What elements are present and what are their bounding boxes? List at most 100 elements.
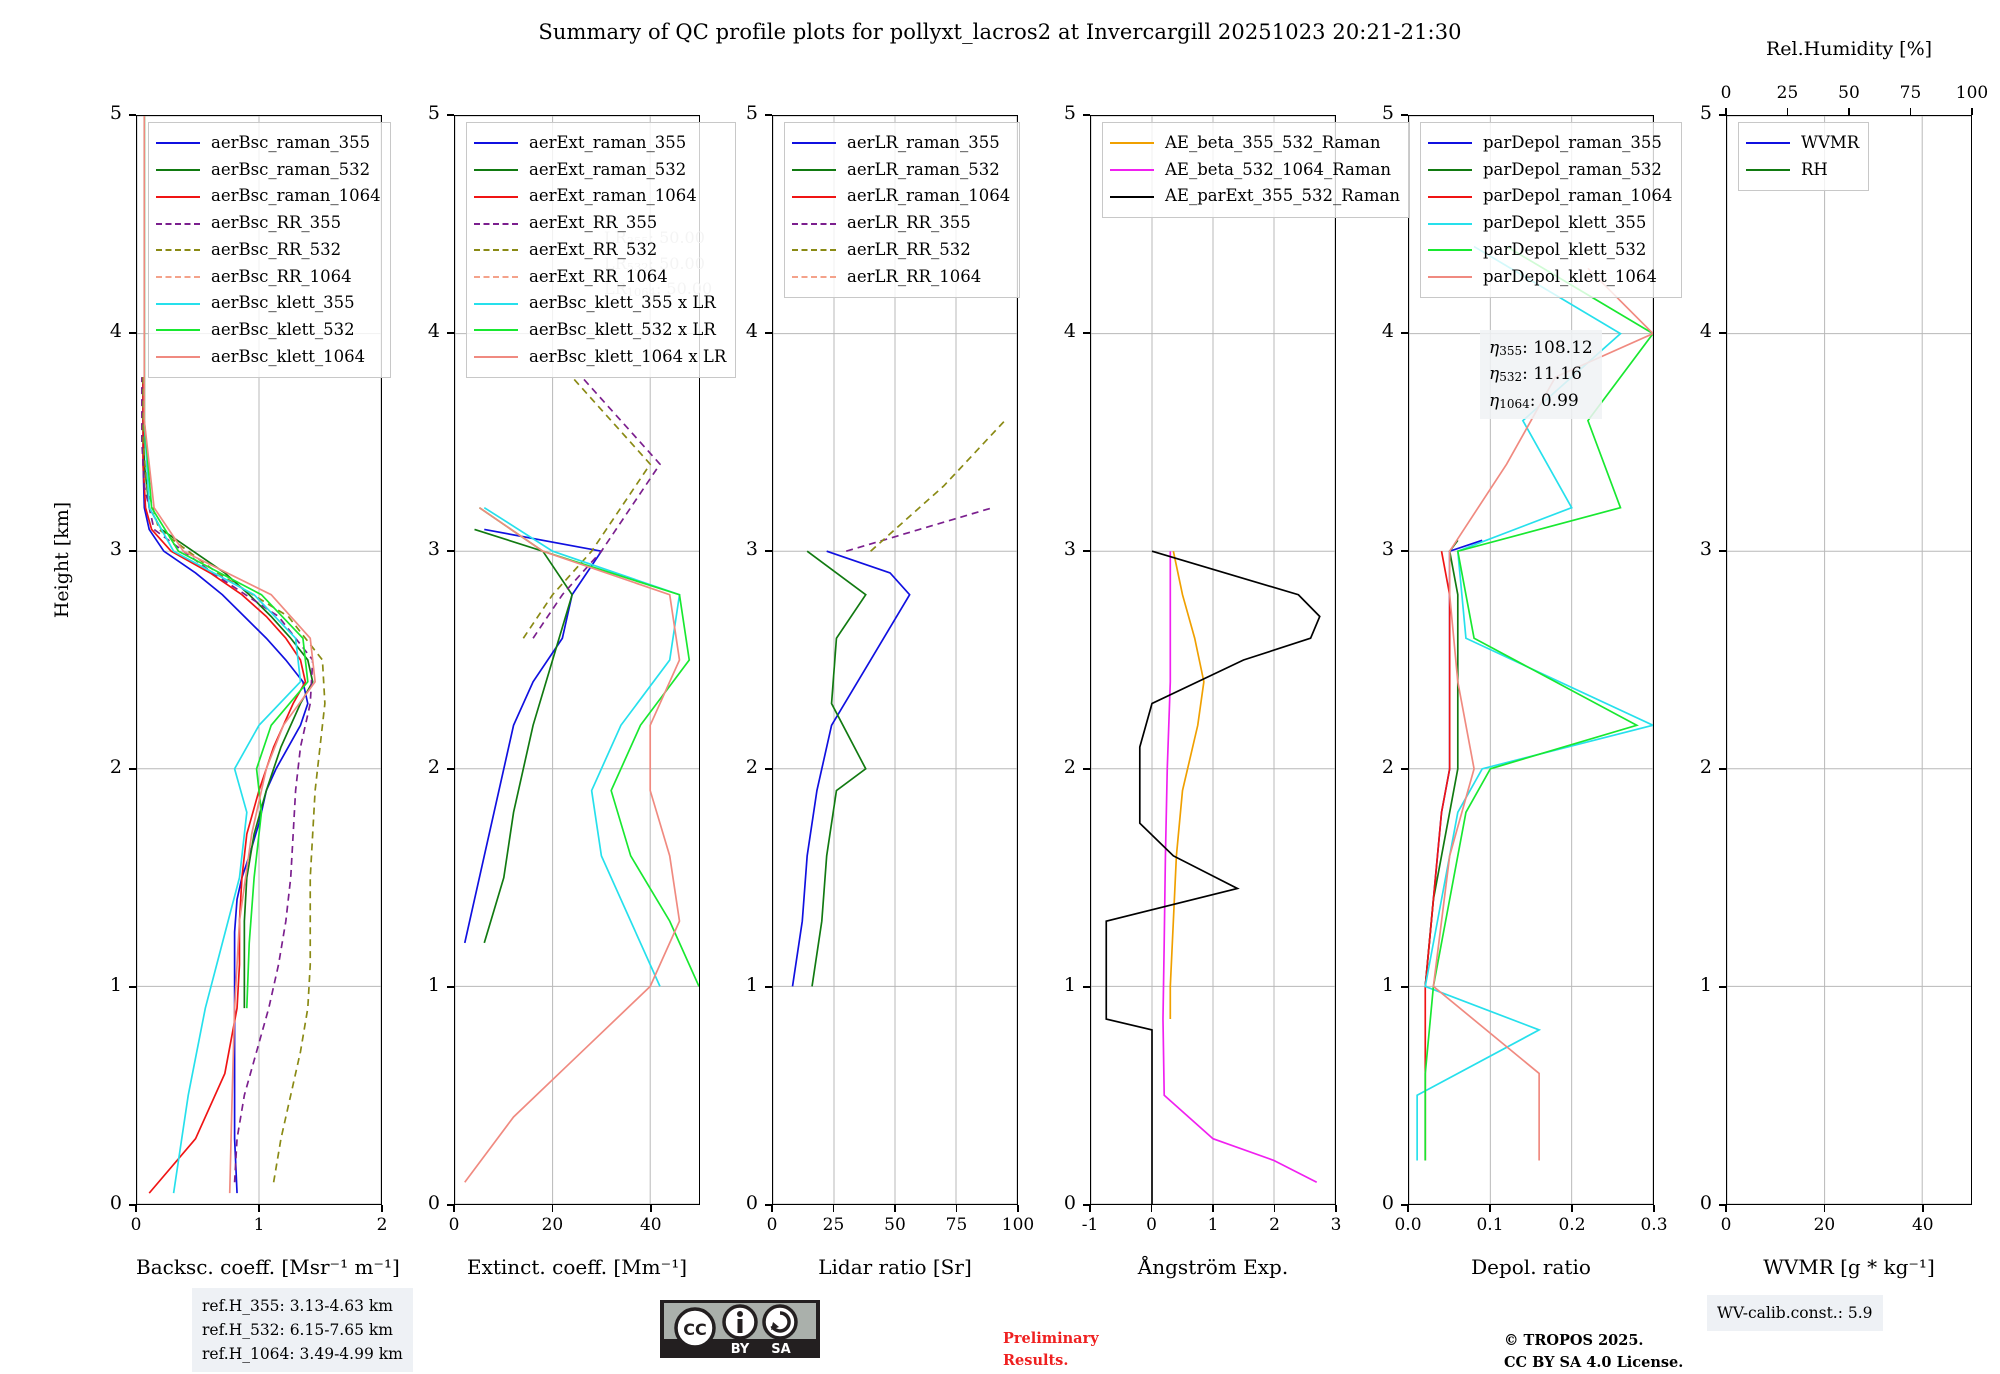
legend-item[interactable]: parDepol_klett_532	[1428, 237, 1672, 264]
preliminary-line-1: Preliminary	[1003, 1330, 1099, 1347]
legend-swatch-icon	[156, 169, 200, 172]
y-tick-label: 5	[745, 102, 758, 124]
series-line	[1169, 551, 1205, 1020]
legend-item[interactable]: aerBsc_RR_1064	[156, 264, 381, 291]
legend-label: aerLR_raman_532	[847, 159, 1000, 179]
y-tick-mark	[1401, 986, 1408, 988]
x-tick-label: 25	[822, 1215, 845, 1235]
legend-item[interactable]: AE_beta_532_1064_Raman	[1110, 157, 1400, 184]
legend-label: AE_beta_355_532_Raman	[1165, 133, 1381, 152]
legend-swatch-icon	[1746, 142, 1790, 145]
y-tick-label: 1	[745, 974, 758, 996]
copyright-line-1: © TROPOS 2025.	[1504, 1332, 1644, 1349]
legend-item[interactable]: aerLR_RR_532	[792, 237, 1010, 264]
legend-item[interactable]: parDepol_klett_355	[1428, 210, 1672, 237]
legend-item[interactable]: WVMR	[1746, 130, 1859, 157]
x-tick-mark	[649, 1205, 652, 1212]
legend-item[interactable]: aerExt_RR_532	[474, 237, 726, 264]
y-tick-label: 1	[109, 974, 122, 996]
y-tick-mark	[129, 986, 136, 988]
x-tick-mark	[135, 1205, 137, 1212]
y-tick-mark	[1401, 550, 1408, 552]
legend-item[interactable]: aerLR_RR_1064	[792, 264, 1010, 291]
plot-panel-wvmr	[1726, 115, 1972, 1205]
legend-item[interactable]: aerBsc_klett_355	[156, 290, 381, 317]
legend-item[interactable]: aerExt_RR_355	[474, 210, 726, 237]
legend-item[interactable]: aerBsc_klett_532	[156, 317, 381, 344]
y-tick-mark	[1719, 1204, 1726, 1206]
y-tick-label: 4	[1063, 320, 1076, 342]
legend-item[interactable]: parDepol_klett_1064	[1428, 264, 1672, 291]
legend-item[interactable]: aerExt_raman_355	[474, 130, 726, 157]
legend-swatch-icon	[156, 275, 200, 278]
svg-text:CC: CC	[683, 1320, 706, 1339]
y-tick-mark	[1719, 114, 1726, 116]
x-tick-label: 3	[1330, 1215, 1342, 1235]
x-tick-label: 100	[1001, 1215, 1035, 1235]
y-tick-mark	[129, 768, 136, 770]
x-tick-label: 40	[639, 1215, 662, 1235]
x-tick-mark	[381, 1205, 383, 1212]
series-line	[1105, 550, 1321, 1204]
legend-item[interactable]: aerBsc_klett_355 x LR	[474, 290, 726, 317]
x-tick-mark	[551, 1205, 554, 1212]
legend-item[interactable]: aerBsc_klett_1064 x LR	[474, 344, 726, 371]
x-tick-mark	[771, 1205, 773, 1212]
legend-item[interactable]: RH	[1746, 157, 1859, 184]
legend-swatch-icon	[156, 249, 200, 252]
y-tick-mark	[1401, 114, 1408, 116]
legend-extinction: aerExt_raman_355 aerExt_raman_532 aerExt_r…	[466, 122, 737, 379]
legend-item[interactable]: aerLR_raman_532	[792, 157, 1010, 184]
legend-item[interactable]: aerLR_raman_355	[792, 130, 1010, 157]
eta-value-532: η532: 11.16	[1489, 364, 1582, 385]
cc-sa-label: SA	[771, 1342, 790, 1357]
legend-label: aerBsc_raman_1064	[211, 186, 381, 206]
legend-label: aerBsc_RR_532	[211, 239, 342, 259]
legend-item[interactable]: aerBsc_raman_1064	[156, 183, 381, 210]
legend-item[interactable]: aerLR_raman_1064	[792, 183, 1010, 210]
ref-height-355: ref.H_355: 3.13-4.63 km	[202, 1297, 393, 1315]
legend-item[interactable]: aerLR_RR_355	[792, 210, 1010, 237]
legend-label: aerExt_RR_1064	[529, 266, 668, 286]
x-tick-mark	[1089, 1205, 1091, 1212]
x-tick-label: 0.2	[1558, 1215, 1586, 1235]
y-tick-mark	[447, 550, 454, 552]
top-tick-mark	[1725, 108, 1727, 115]
legend-label: WVMR	[1801, 133, 1860, 152]
x-tick-mark	[1407, 1205, 1409, 1212]
top-tick-label: 50	[1838, 83, 1860, 103]
x-tick-mark	[453, 1205, 455, 1212]
x-tick-mark	[1489, 1205, 1491, 1212]
legend-lidar-ratio: aerLR_raman_355 aerLR_raman_532 aerLR_rama…	[784, 122, 1021, 299]
x-tick-mark	[1921, 1205, 1924, 1212]
legend-item[interactable]: aerBsc_raman_532	[156, 157, 381, 184]
legend-item[interactable]: aerBsc_RR_532	[156, 237, 381, 264]
series-line	[845, 506, 993, 553]
y-tick-label: 5	[427, 102, 440, 124]
legend-item[interactable]: aerBsc_RR_355	[156, 210, 381, 237]
legend-item[interactable]: aerBsc_klett_532 x LR	[474, 317, 726, 344]
top-tick-label: 0	[1720, 83, 1732, 103]
legend-item[interactable]: aerExt_raman_1064	[474, 183, 726, 210]
x-axis-label-angstrom: Ångström Exp.	[1137, 1255, 1289, 1279]
legend-wvmr: WVMR RH	[1738, 122, 1870, 192]
legend-label: aerLR_raman_355	[847, 133, 1000, 152]
legend-swatch-icon	[156, 329, 200, 332]
legend-item[interactable]: parDepol_raman_532	[1428, 157, 1672, 184]
y-tick-label: 1	[1381, 974, 1394, 996]
legend-item[interactable]: AE_parExt_355_532_Raman	[1110, 183, 1400, 210]
legend-item[interactable]: aerExt_RR_1064	[474, 264, 726, 291]
legend-item[interactable]: AE_beta_355_532_Raman	[1110, 130, 1400, 157]
legend-item[interactable]: parDepol_raman_355	[1428, 130, 1672, 157]
plot-area-wvmr	[1727, 116, 1971, 1204]
y-tick-mark	[129, 550, 136, 552]
legend-item[interactable]: aerExt_raman_532	[474, 157, 726, 184]
legend-item[interactable]: aerBsc_klett_1064	[156, 344, 381, 371]
y-tick-mark	[1719, 332, 1726, 334]
legend-item[interactable]: parDepol_raman_1064	[1428, 183, 1672, 210]
x-axis-label-extinction: Extinct. coeff. [Mm⁻¹]	[466, 1255, 688, 1279]
legend-item[interactable]: aerBsc_raman_355	[156, 130, 381, 157]
legend-label: aerBsc_klett_1064 x LR	[529, 346, 727, 366]
legend-swatch-icon	[1428, 142, 1472, 145]
